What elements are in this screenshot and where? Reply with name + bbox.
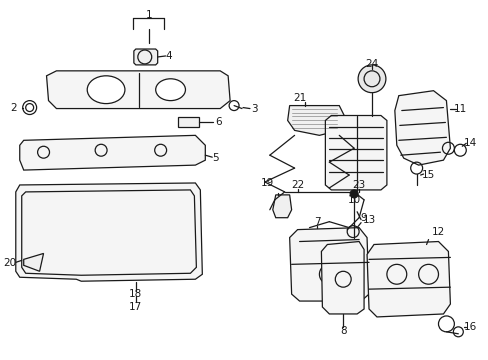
Text: 6: 6 <box>214 117 221 127</box>
Text: 14: 14 <box>463 138 476 148</box>
Text: 22: 22 <box>290 180 304 190</box>
Ellipse shape <box>155 79 185 100</box>
Bar <box>177 117 199 127</box>
Text: 12: 12 <box>431 226 444 237</box>
Circle shape <box>349 190 357 198</box>
Text: 19: 19 <box>261 178 274 188</box>
Polygon shape <box>16 183 202 281</box>
Polygon shape <box>46 71 230 109</box>
Text: 20: 20 <box>3 258 17 268</box>
Text: 13: 13 <box>362 215 375 225</box>
Text: 2: 2 <box>10 103 17 113</box>
Polygon shape <box>289 228 368 301</box>
Text: 9: 9 <box>360 213 366 223</box>
Text: 8: 8 <box>339 326 346 336</box>
Polygon shape <box>321 242 364 314</box>
Text: 21: 21 <box>292 93 305 103</box>
Polygon shape <box>394 91 449 165</box>
Text: 16: 16 <box>463 322 476 332</box>
Text: 3: 3 <box>251 104 258 113</box>
Text: 11: 11 <box>453 104 466 113</box>
Text: 5: 5 <box>211 153 218 163</box>
Circle shape <box>357 65 385 93</box>
Polygon shape <box>272 195 291 218</box>
Polygon shape <box>366 242 449 317</box>
Polygon shape <box>325 116 386 190</box>
Ellipse shape <box>87 76 124 104</box>
Polygon shape <box>24 253 43 271</box>
Text: 15: 15 <box>421 170 434 180</box>
Text: 24: 24 <box>365 59 378 69</box>
Text: 7: 7 <box>313 217 320 227</box>
Text: 23: 23 <box>352 180 365 190</box>
Text: 10: 10 <box>347 195 360 205</box>
Polygon shape <box>134 49 157 65</box>
Text: 1: 1 <box>145 10 152 20</box>
Text: 18: 18 <box>129 289 142 299</box>
Polygon shape <box>287 105 344 135</box>
Text: 4: 4 <box>165 51 172 61</box>
Polygon shape <box>20 135 205 170</box>
Text: 17: 17 <box>129 302 142 312</box>
